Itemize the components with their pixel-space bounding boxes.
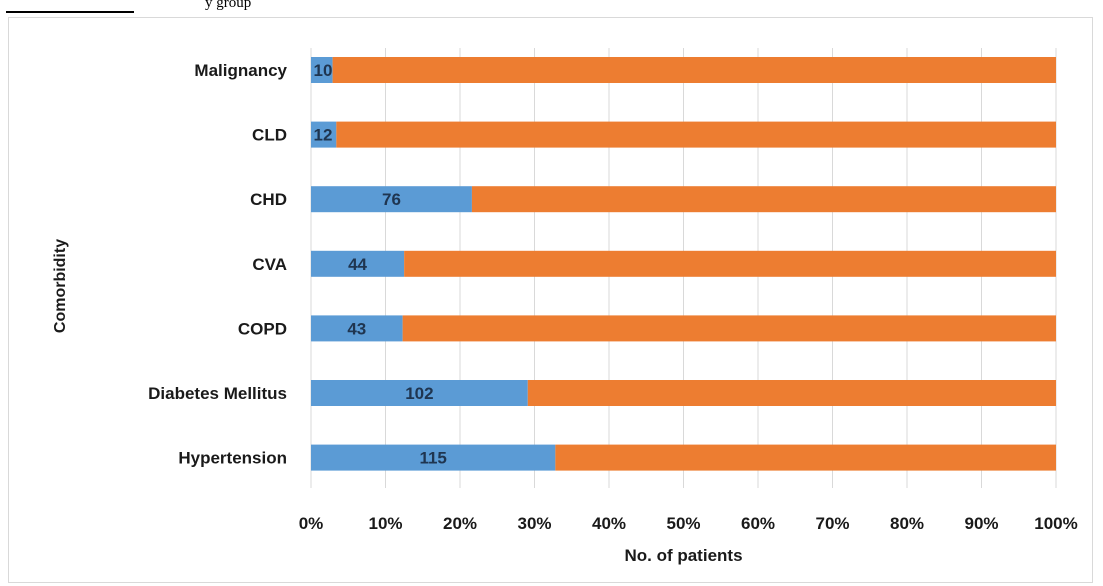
bar-segment-orange (336, 121, 1057, 148)
category-labels: Malignancy CLD CHD CVA COPD Diabetes Mellitus… (148, 61, 287, 468)
x-tick-label: 0% (299, 514, 324, 533)
bar-segment-blue (311, 57, 333, 83)
category-label: COPD (238, 319, 287, 338)
category-label: Hypertension (178, 449, 287, 468)
bar-segment-orange (471, 186, 1056, 213)
bar-segment-orange (332, 57, 1057, 83)
bar-value-label: 76 (382, 190, 401, 209)
bar-value-label: 12 (314, 126, 333, 145)
x-tick-label: 30% (517, 514, 551, 533)
bar-value-label: 115 (419, 449, 446, 468)
bar-value-label: 102 (405, 384, 433, 403)
bar-segment-orange (404, 250, 1056, 277)
bar-segment-blue (311, 250, 405, 277)
x-tick-label: 60% (741, 514, 775, 533)
bar-value-label: 44 (348, 255, 367, 274)
bar-segment-blue (311, 380, 528, 406)
bar-segment-blue (311, 315, 403, 342)
x-tick-label: 40% (592, 514, 626, 533)
x-tick-label: 100% (1034, 514, 1077, 533)
x-axis-title: No. of patients (624, 546, 742, 565)
x-tick-label: 90% (964, 514, 998, 533)
category-label: Malignancy (194, 61, 287, 80)
chart-frame: 10 12 76 44 43 102 115 Malignancy CLD CHD CVA COPD… (8, 17, 1093, 583)
bar-segment-orange (555, 444, 1056, 471)
bar-segment-blue (311, 444, 556, 471)
bar-segment-blue (311, 186, 472, 213)
bar-segment-blue (311, 121, 337, 148)
category-label: CHD (250, 190, 287, 209)
bar-segment-orange (527, 380, 1056, 406)
figure-caption-fragment: y group (0, 0, 1103, 14)
category-label: CLD (252, 126, 287, 145)
x-tick-label: 80% (890, 514, 924, 533)
category-label: CVA (252, 255, 287, 274)
bar-value-label: 43 (347, 319, 366, 338)
x-tick-label: 10% (368, 514, 402, 533)
bar-value-label: 10 (314, 61, 333, 80)
bar-segment-orange (402, 315, 1056, 342)
x-tick-label: 20% (443, 514, 477, 533)
x-tick-labels: 0% 10% 20% 30% 40% 50% 60% 70% 80% 90% 100% (299, 514, 1078, 533)
y-axis-title: Comorbidity (52, 239, 69, 333)
caption-underline (6, 11, 134, 13)
bars: 10 12 76 44 43 102 115 (311, 57, 1057, 471)
x-tick-label: 70% (815, 514, 849, 533)
comorbidity-bar-chart: 10 12 76 44 43 102 115 Malignancy CLD CHD CVA COPD… (52, 48, 1078, 565)
category-label: Diabetes Mellitus (148, 384, 287, 403)
x-tick-label: 50% (666, 514, 700, 533)
caption-text: y group (205, 0, 252, 11)
